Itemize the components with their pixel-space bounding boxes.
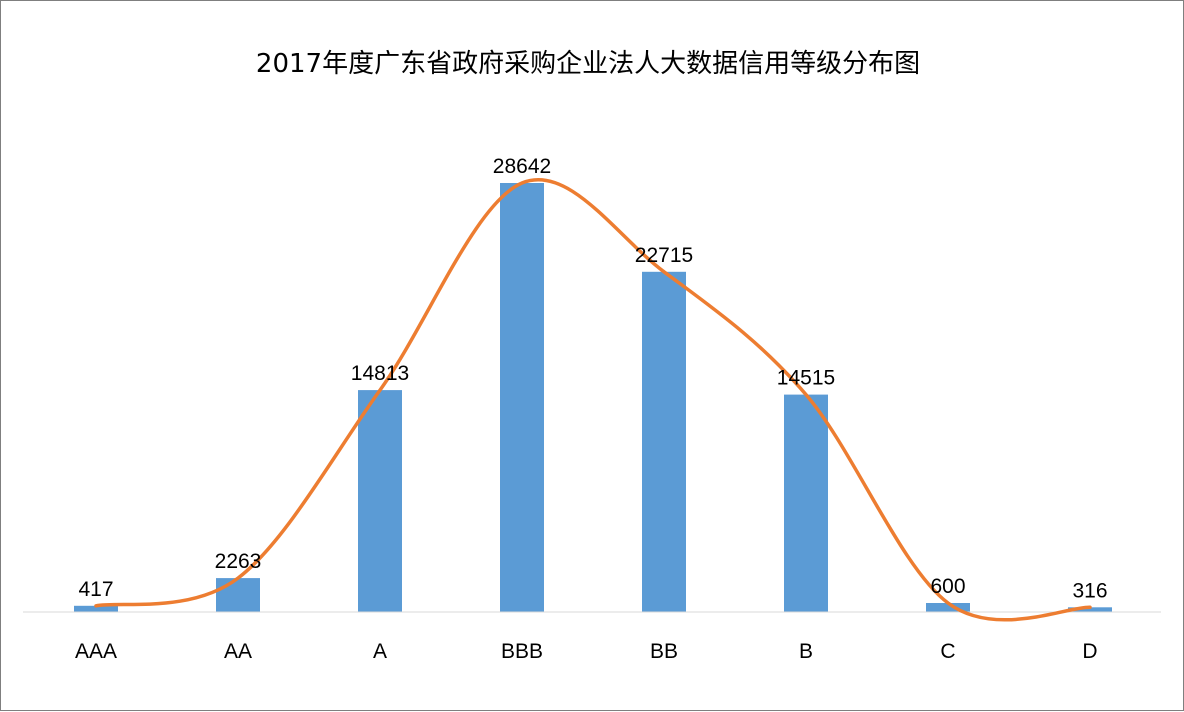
trend-line <box>94 178 1092 622</box>
chart-title: 2017年度广东省政府采购企业法人大数据信用等级分布图 <box>256 49 920 79</box>
data-label-bb: 22715 <box>635 244 693 267</box>
data-label-bbb: 28642 <box>493 155 551 178</box>
data-label-aa: 2263 <box>215 550 262 573</box>
data-label-c: 600 <box>930 575 965 598</box>
bar-c <box>926 603 970 612</box>
x-tick-label-d: D <box>1082 640 1097 663</box>
bar-aa <box>216 578 260 612</box>
x-tick-label-bbb: BBB <box>501 640 543 663</box>
x-tick-label-aaa: AAA <box>75 640 117 663</box>
data-label-d: 316 <box>1072 579 1107 602</box>
data-label-aaa: 417 <box>78 578 113 601</box>
bar-b <box>784 394 828 612</box>
x-tick-label-a: A <box>373 640 387 663</box>
x-tick-label-aa: AA <box>224 640 252 663</box>
bar-a <box>358 390 402 612</box>
bar-aaa <box>74 605 118 612</box>
data-label-b: 14515 <box>777 367 835 390</box>
x-tick-label-c: C <box>940 640 955 663</box>
bar-bbb <box>500 183 544 612</box>
ticks-layer: AAA AA A BBB BB B C D <box>75 640 1098 663</box>
labels-layer: 417 2263 14813 28642 22715 14515 600 316 <box>78 155 1107 602</box>
x-tick-label-b: B <box>799 640 813 663</box>
data-label-a: 14813 <box>351 362 409 385</box>
x-tick-label-bb: BB <box>650 640 678 663</box>
bars-layer <box>74 183 1112 612</box>
bar-bb <box>642 271 686 612</box>
bar-d <box>1068 607 1112 612</box>
